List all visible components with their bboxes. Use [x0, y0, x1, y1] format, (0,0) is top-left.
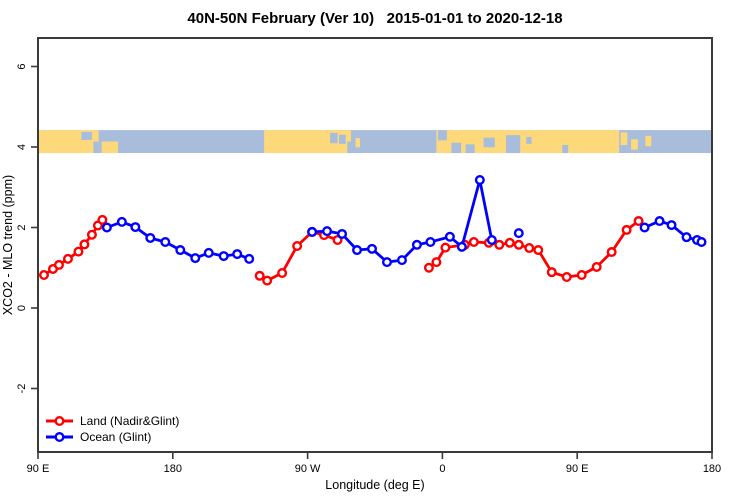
land-series-point	[494, 239, 505, 250]
x-axis-title: Longitude (deg E)	[325, 478, 424, 492]
y-axis-tick-label: 4	[16, 144, 28, 150]
legend-item-label: Land (Nadir&Glint)	[80, 414, 179, 428]
map-band-land-segment	[631, 139, 638, 150]
ocean-series-point	[425, 236, 436, 247]
legend-marker-sample	[54, 432, 65, 443]
y-axis-title: XCO2 - MLO trend (ppm)	[1, 175, 15, 315]
ocean-series-point	[456, 241, 467, 252]
land-series-point	[431, 257, 442, 268]
map-band-water-patch	[93, 141, 99, 154]
ocean-series-point	[444, 231, 455, 242]
land-series-point	[546, 267, 557, 278]
map-band-water-patch	[506, 135, 521, 154]
ocean-series-point	[666, 220, 677, 231]
land-series-point	[468, 236, 479, 247]
x-axis-tick-label: 90 W	[295, 463, 321, 475]
map-band-land-segment	[101, 141, 119, 154]
land-series-point	[633, 216, 644, 227]
ocean-series-point	[352, 245, 363, 256]
land-series-point	[440, 242, 451, 253]
ocean-series-point	[396, 255, 407, 266]
ocean-series-point	[307, 226, 318, 237]
x-axis-tick-label: 90 E	[566, 463, 589, 475]
ocean-series-point	[175, 245, 186, 256]
land-series-point	[533, 245, 544, 256]
ocean-series-point	[218, 251, 229, 262]
ocean-series-point	[654, 216, 665, 227]
land-series-point	[262, 275, 273, 286]
map-band-water-patch	[562, 145, 569, 154]
map-band-land-segment	[620, 132, 628, 146]
y-axis-tick-label: -2	[16, 384, 28, 394]
land-series-point	[62, 253, 73, 264]
ocean-series-point	[639, 222, 650, 233]
map-band-water-patch	[465, 144, 475, 154]
ocean-series-point	[322, 226, 333, 237]
land-series-point	[254, 270, 265, 281]
map-band-water-patch	[339, 134, 346, 144]
land-series-point	[86, 229, 97, 240]
map-band-land-segment	[264, 130, 352, 154]
land-series-point	[38, 269, 49, 280]
land-series-point	[97, 214, 108, 225]
map-band-water-patch	[330, 132, 338, 144]
map-band-water-patch	[483, 137, 495, 148]
legend-marker-sample	[54, 416, 65, 427]
chart-title: 40N-50N February (Ver 10) 2015-01-01 to …	[187, 10, 563, 27]
land-series-point	[513, 239, 524, 250]
map-band-water-patch	[451, 142, 462, 154]
map-band-water-patch	[347, 141, 352, 154]
ocean-series-point	[681, 232, 692, 243]
x-axis-tick-label: 0	[439, 463, 445, 475]
ocean-series-point	[203, 247, 214, 258]
y-axis-tick-label: 2	[16, 224, 28, 230]
land-series-point	[561, 272, 572, 283]
land-series-point	[591, 261, 602, 272]
ocean-series-point	[411, 239, 422, 250]
land-series-point	[277, 267, 288, 278]
land-series-point	[524, 243, 535, 254]
y-axis-tick-label: 6	[16, 63, 28, 69]
ocean-series-point	[101, 222, 112, 233]
y-axis-tick-label: 0	[16, 305, 28, 311]
land-series-point	[606, 247, 617, 258]
ocean-series-point	[474, 175, 485, 186]
ocean-series-point	[145, 232, 156, 243]
land-series-point	[504, 237, 515, 248]
ocean-series-isolated-point	[513, 228, 524, 239]
map-band-water-patch	[437, 130, 447, 141]
x-axis-tick-label: 180	[703, 463, 721, 475]
ocean-series-point	[337, 228, 348, 239]
ocean-series-point	[696, 236, 707, 247]
ocean-series-point	[232, 249, 243, 260]
ocean-series-point	[381, 257, 392, 268]
land-series-point	[292, 241, 303, 252]
map-band-land-segment	[355, 138, 361, 148]
ocean-series-point	[367, 243, 378, 254]
ocean-series-point	[130, 222, 141, 233]
land-series-point	[53, 259, 64, 270]
land-series-point	[576, 269, 587, 280]
ocean-series-point	[244, 253, 255, 264]
legend-item-label: Ocean (Glint)	[80, 430, 151, 444]
land-series-point	[73, 246, 84, 257]
map-band-land-segment	[645, 135, 652, 147]
map-band-water-patch	[81, 131, 92, 140]
ocean-series-point	[160, 236, 171, 247]
ocean-series-point	[190, 253, 201, 264]
land-series-point	[423, 262, 434, 273]
x-axis-tick-label: 180	[164, 463, 182, 475]
x-axis-tick-label: 90 E	[27, 463, 50, 475]
land-series-point	[79, 239, 90, 250]
land-series-point	[621, 224, 632, 235]
ocean-series-point	[486, 234, 497, 245]
map-band-water-patch	[526, 136, 532, 144]
ocean-series-point	[116, 216, 127, 227]
plot-box-border	[37, 37, 713, 453]
